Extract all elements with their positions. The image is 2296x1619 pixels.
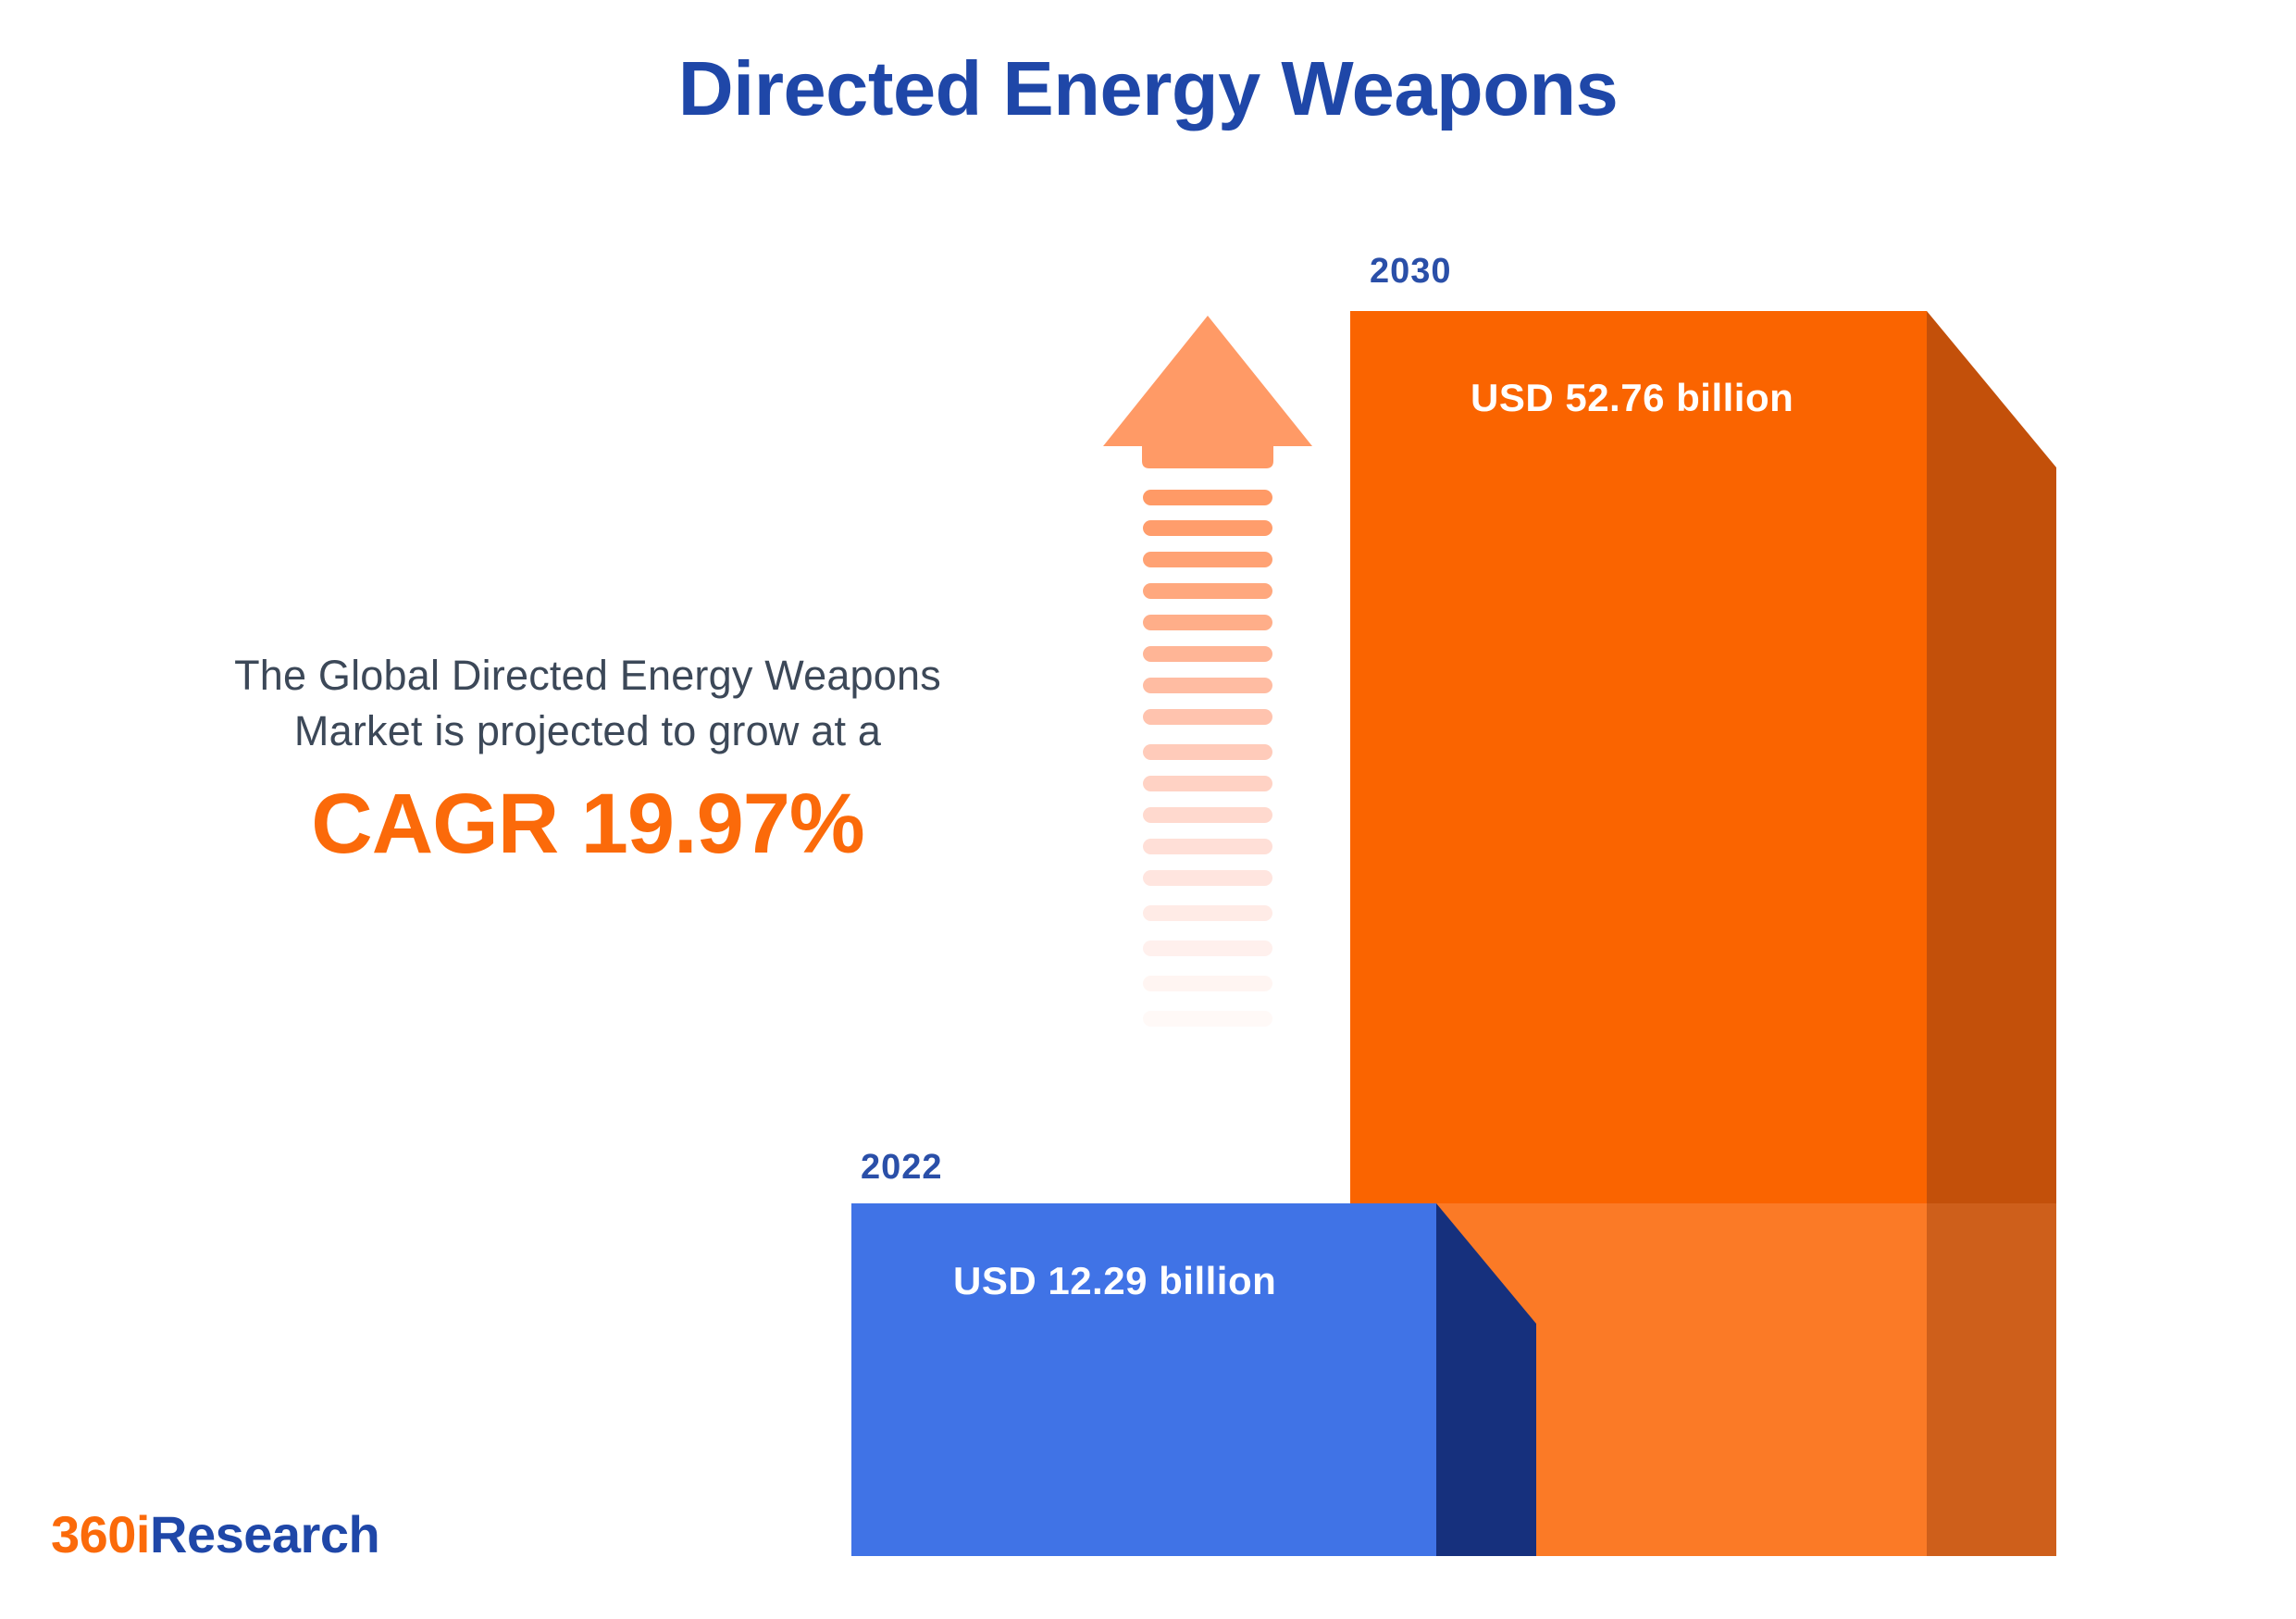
- arrow-tail-bar: [1143, 646, 1272, 662]
- arrow-head-icon: [1103, 316, 1312, 468]
- arrow-tail-bar: [1143, 776, 1272, 791]
- arrow-tail-bar: [1143, 807, 1272, 823]
- caption-line-1: The Global Directed Energy Weapons: [234, 652, 941, 699]
- arrow-tail-bar: [1143, 976, 1272, 991]
- arrow-tail-bar: [1143, 520, 1272, 536]
- page-title: Directed Energy Weapons: [677, 45, 1619, 131]
- arrow-tail-bar: [1143, 490, 1272, 505]
- caption-line-2: Market is projected to grow at a: [293, 706, 882, 754]
- brand-logo: 360iResearch: [51, 1504, 380, 1564]
- bar-year-label-2022: 2022: [861, 1148, 943, 1187]
- bar-2030-value-label: USD 52.76 billion: [1471, 376, 1794, 419]
- arrow-tail-bar: [1143, 839, 1272, 854]
- arrow-tail-bar: [1143, 1011, 1272, 1027]
- arrow-tail-bar: [1143, 552, 1272, 567]
- arrow-tail-bar: [1143, 905, 1272, 921]
- bar-year-label-2030: 2030: [1370, 252, 1452, 291]
- logo-text-research: Research: [150, 1505, 380, 1563]
- arrow-tail-bar: [1143, 870, 1272, 886]
- arrow-tail-bar: [1143, 709, 1272, 725]
- bar-2022-value-label: USD 12.29 billion: [953, 1259, 1277, 1302]
- cagr-value: CAGR 19.97%: [311, 776, 864, 871]
- bar-2022-front-face: [851, 1203, 1436, 1556]
- arrow-tail-bar: [1143, 583, 1272, 599]
- arrow-tail-bar: [1143, 678, 1272, 693]
- arrow-tail-bar: [1143, 940, 1272, 956]
- logo-text-360i: 360i: [51, 1505, 151, 1563]
- bar-2022: USD 12.29 billion: [851, 1203, 1536, 1556]
- bar-2022-side-face: [1436, 1203, 1536, 1556]
- bar-2030-lower-tint-side: [1927, 1203, 2056, 1556]
- caption-block: The Global Directed Energy Weapons Marke…: [111, 648, 1064, 873]
- arrow-tail-bar: [1143, 744, 1272, 760]
- arrow-tail-bar: [1143, 615, 1272, 630]
- up-arrow-icon: [1092, 305, 1323, 1083]
